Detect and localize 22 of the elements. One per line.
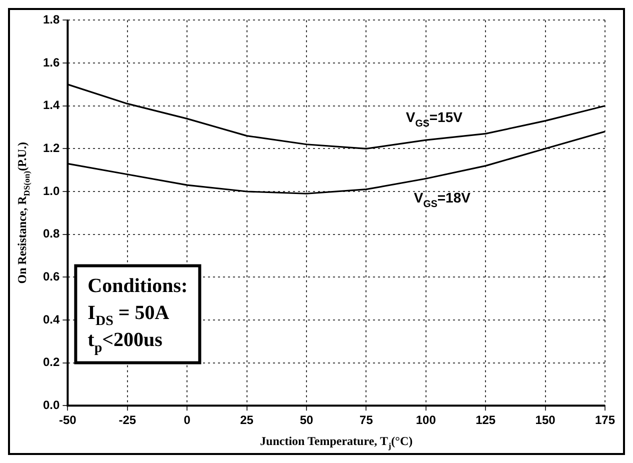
y-axis-title: On Resistance, RDS(on)(P.U.) — [15, 142, 32, 284]
y-tick-label: 0.0 — [42, 398, 60, 412]
x-tick-label: 0 — [184, 413, 191, 428]
x-tick-label: -25 — [118, 413, 136, 428]
y-tick-label: 1.2 — [42, 140, 60, 155]
y-tick-label: 1.6 — [42, 55, 60, 70]
y-tick-label: 1.0 — [42, 184, 60, 198]
y-tick-label: 0.4 — [42, 312, 60, 326]
x-tick-label: 100 — [416, 413, 436, 428]
x-tick-label: -50 — [59, 413, 77, 428]
y-tick-label: 1.8 — [42, 12, 60, 27]
y-tick-label: 0.8 — [42, 226, 60, 241]
x-tick-label: 125 — [476, 413, 496, 428]
annotation: Conditions: — [88, 274, 188, 297]
x-tick-label: 75 — [360, 413, 374, 428]
y-tick-label: 0.2 — [42, 355, 60, 370]
x-tick-label: 150 — [535, 413, 556, 428]
x-tick-label: 25 — [240, 413, 254, 428]
x-tick-label: 175 — [594, 413, 616, 428]
x-tick-label: 50 — [300, 413, 314, 428]
y-tick-label: 0.6 — [42, 269, 60, 284]
y-tick-label: 1.4 — [42, 98, 60, 112]
